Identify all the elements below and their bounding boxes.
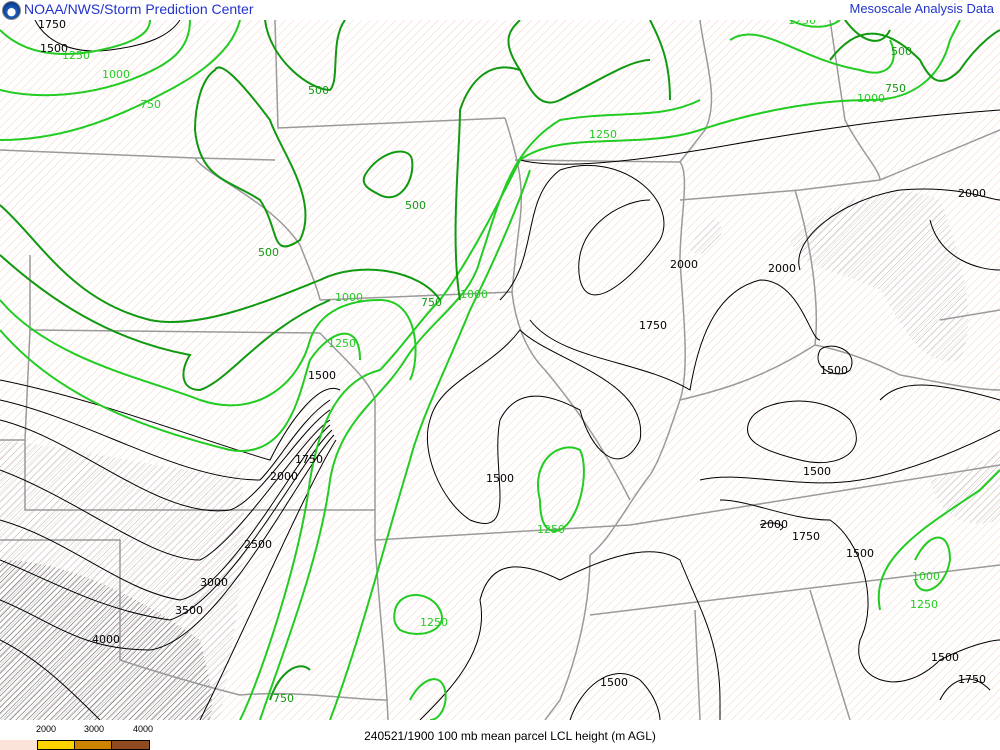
contour-label: 500 (405, 199, 426, 212)
contour-label: 3500 (175, 604, 203, 617)
legend-tick: 2000 (36, 724, 57, 734)
contour-label: 1000 (857, 92, 885, 105)
contour-label: 1500 (931, 651, 959, 664)
legend-tick: 3000 (84, 724, 105, 734)
shaded-region-high-lcl (0, 560, 212, 720)
contour-label: 2000 (958, 187, 986, 200)
legend-swatch (111, 740, 150, 750)
contour-label: 1250 (420, 616, 448, 629)
contour-label: 1500 (600, 676, 628, 689)
black-contour-labels: 1750 1500 2000 2000 2000 1750 1500 1500 … (38, 20, 986, 689)
contour-label: 4000 (92, 633, 120, 646)
contour-label: 1000 (102, 68, 130, 81)
contour-label: 750 (273, 692, 294, 705)
contour-label: 500 (308, 84, 329, 97)
green-contours (0, 20, 1000, 720)
contour-label: 750 (421, 296, 442, 309)
black-contours (0, 20, 1000, 720)
contour-label: 1500 (486, 472, 514, 485)
header: NOAA/NWS/Storm Prediction Center Mesosca… (0, 0, 1000, 20)
contour-label: 1000 (335, 291, 363, 304)
contour-label: 2000 (768, 262, 796, 275)
contour-label: 3000 (200, 576, 228, 589)
contour-label: 1250 (328, 337, 356, 350)
product-title[interactable]: Mesoscale Analysis Data (849, 1, 994, 16)
legend-tick: 4000 (133, 724, 154, 734)
contour-label: 1500 (846, 547, 874, 560)
contour-label: 750 (885, 82, 906, 95)
contour-label: 1250 (910, 598, 938, 611)
site-title[interactable]: NOAA/NWS/Storm Prediction Center (24, 1, 254, 17)
contour-label: 1500 (40, 42, 68, 55)
contour-label: 1750 (792, 530, 820, 543)
lcl-height-map: 1750 1500 2000 2000 2000 1750 1500 1500 … (0, 20, 1000, 720)
contour-label: 1750 (295, 453, 323, 466)
noaa-logo (2, 1, 21, 20)
dark-green-contour-labels: 500 500 500 750 500 750 750 (258, 45, 912, 705)
state-borders (0, 20, 1000, 720)
contour-label: 1000 (912, 570, 940, 583)
shaded-region-oh (790, 192, 969, 362)
footer: 2000 3000 4000 240521/1900 100 mb mean p… (0, 720, 1000, 750)
contour-label: 1750 (639, 319, 667, 332)
green-contour-labels: 1250 1000 750 1250 1250 1000 1000 1250 1… (62, 20, 940, 629)
legend-swatch (0, 740, 38, 750)
legend-swatch (74, 740, 112, 750)
contour-label: 1250 (62, 49, 90, 62)
contour-label: 1750 (38, 20, 66, 31)
contour-label: 500 (258, 246, 279, 259)
contour-label: 1000 (460, 288, 488, 301)
contour-label: 2500 (244, 538, 272, 551)
contour-label: 1250 (537, 523, 565, 536)
contour-label: 750 (140, 98, 161, 111)
contour-label: 1250 (589, 128, 617, 141)
contour-label: 2000 (760, 518, 788, 531)
contour-label: 2000 (270, 470, 298, 483)
map-caption: 240521/1900 100 mb mean parcel LCL heigh… (364, 729, 656, 743)
legend-swatch (37, 740, 75, 750)
dark-green-contours (0, 20, 1000, 701)
contour-label: 1500 (308, 369, 336, 382)
shaded-region-il (690, 219, 722, 254)
contour-label: 1500 (803, 465, 831, 478)
contour-label: 1750 (958, 673, 986, 686)
contour-label: 1500 (820, 364, 848, 377)
contour-label: 2000 (670, 258, 698, 271)
contour-label: 1250 (788, 20, 816, 27)
contour-label: 500 (891, 45, 912, 58)
